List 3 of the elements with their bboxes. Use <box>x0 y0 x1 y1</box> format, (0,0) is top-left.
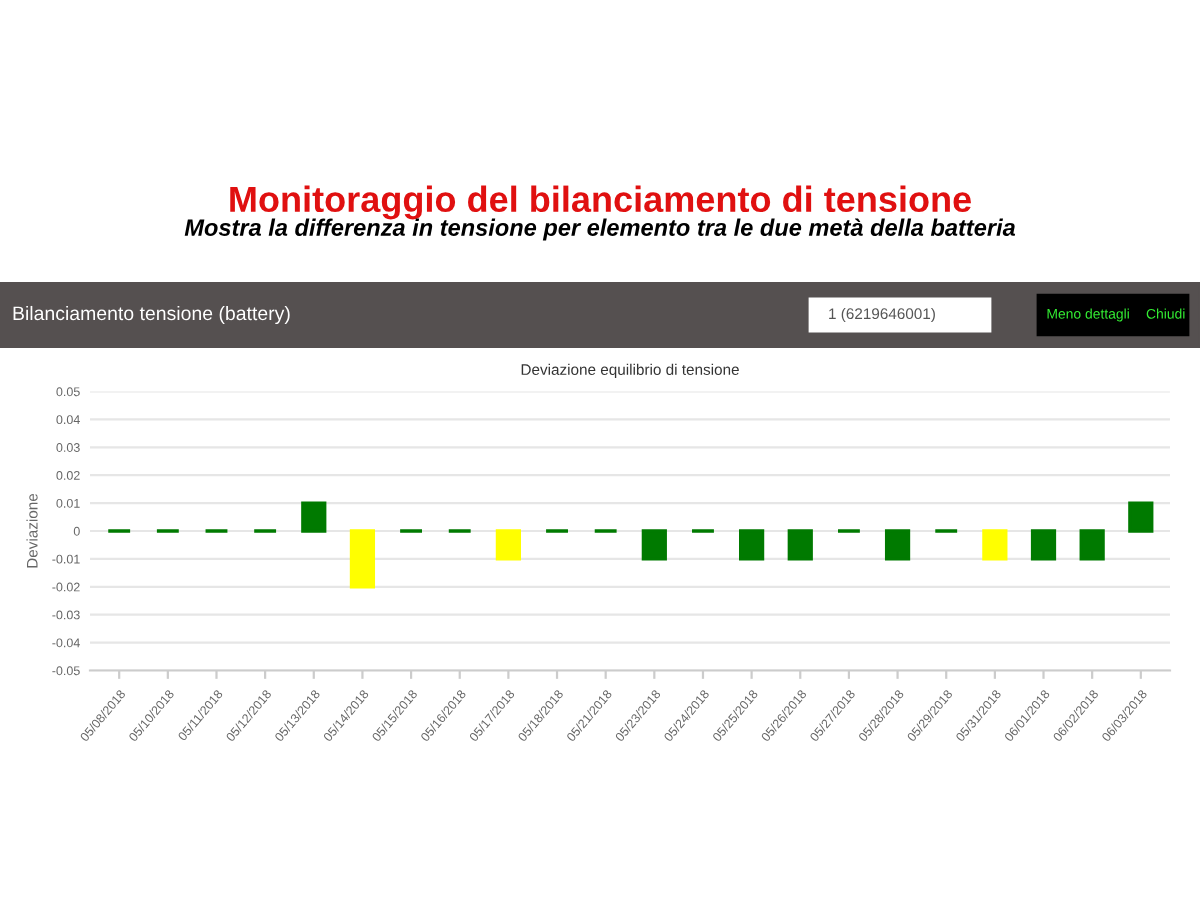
text: Mostra la differenza in tensione per elemento tra le due metà della batteria <box>184 218 1016 241</box>
text: Bilanciamento tensione (battery) <box>13 305 290 325</box>
text: Monitoraggio del bilanciamento di tensione <box>230 185 971 220</box>
